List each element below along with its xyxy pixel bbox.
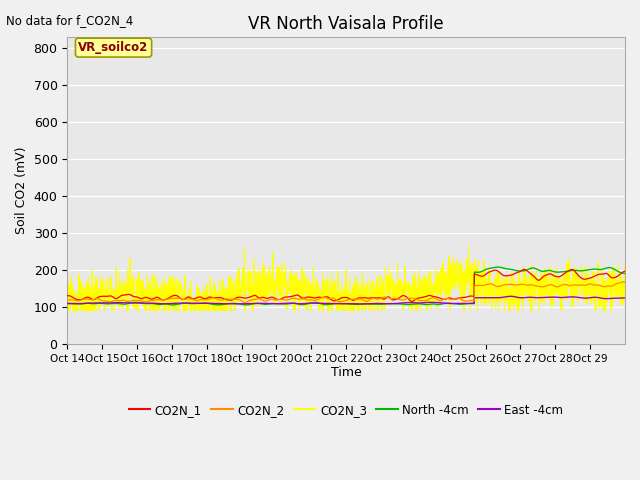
Text: VR_soilco2: VR_soilco2 — [79, 41, 148, 54]
Text: No data for f_CO2N_4: No data for f_CO2N_4 — [6, 14, 134, 27]
Title: VR North Vaisala Profile: VR North Vaisala Profile — [248, 15, 444, 33]
Legend: CO2N_1, CO2N_2, CO2N_3, North -4cm, East -4cm: CO2N_1, CO2N_2, CO2N_3, North -4cm, East… — [124, 399, 568, 421]
X-axis label: Time: Time — [331, 366, 362, 379]
Y-axis label: Soil CO2 (mV): Soil CO2 (mV) — [15, 147, 28, 234]
